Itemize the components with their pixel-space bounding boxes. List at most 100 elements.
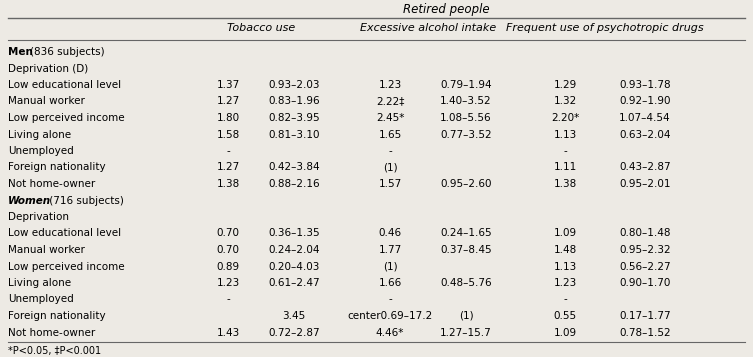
Text: 1.27: 1.27 [216,96,239,106]
Text: 1.29: 1.29 [553,80,577,90]
Text: 1.27: 1.27 [216,162,239,172]
Text: (1): (1) [459,311,474,321]
Text: 0.72–2.87: 0.72–2.87 [268,327,320,337]
Text: Retired people: Retired people [403,4,489,16]
Text: 1.38: 1.38 [216,179,239,189]
Text: -: - [388,146,392,156]
Text: 0.42–3.84: 0.42–3.84 [268,162,320,172]
Text: 0.93–1.78: 0.93–1.78 [619,80,671,90]
Text: 0.56–2.27: 0.56–2.27 [619,261,671,272]
Text: Low educational level: Low educational level [8,80,121,90]
Text: 0.43–2.87: 0.43–2.87 [619,162,671,172]
Text: 1.23: 1.23 [553,278,577,288]
Text: 0.63–2.04: 0.63–2.04 [619,130,671,140]
Text: Deprivation: Deprivation [8,212,69,222]
Text: 1.38: 1.38 [553,179,577,189]
Text: 1.80: 1.80 [216,113,239,123]
Text: *P<0.05, ‡P<0.001: *P<0.05, ‡P<0.001 [8,346,101,356]
Text: 2.22‡: 2.22‡ [376,96,404,106]
Text: 1.09: 1.09 [553,327,577,337]
Text: 1.65: 1.65 [378,130,401,140]
Text: 2.45*: 2.45* [376,113,404,123]
Text: 1.23: 1.23 [378,80,401,90]
Text: Living alone: Living alone [8,278,71,288]
Text: 0.24–1.65: 0.24–1.65 [441,228,492,238]
Text: -: - [226,146,230,156]
Text: 0.48–5.76: 0.48–5.76 [441,278,492,288]
Text: 0.36–1.35: 0.36–1.35 [268,228,320,238]
Text: 0.83–1.96: 0.83–1.96 [268,96,320,106]
Text: (1): (1) [383,261,398,272]
Text: 0.61–2.47: 0.61–2.47 [268,278,320,288]
Text: Deprivation (D): Deprivation (D) [8,64,88,74]
Text: Men: Men [8,47,36,57]
Text: 1.13: 1.13 [553,261,577,272]
Text: 0.55: 0.55 [553,311,577,321]
Text: 0.37–8.45: 0.37–8.45 [441,245,492,255]
Text: 3.45: 3.45 [282,311,306,321]
Text: Women: Women [8,196,51,206]
Text: 0.90–1.70: 0.90–1.70 [619,278,671,288]
Text: Foreign nationality: Foreign nationality [8,162,105,172]
Text: (836 subjects): (836 subjects) [30,47,105,57]
Text: -: - [563,295,567,305]
Text: 0.77–3.52: 0.77–3.52 [441,130,492,140]
Text: 1.37: 1.37 [216,80,239,90]
Text: 1.77: 1.77 [378,245,401,255]
Text: 1.57: 1.57 [378,179,401,189]
Text: Manual worker: Manual worker [8,96,85,106]
Text: Not home-owner: Not home-owner [8,179,95,189]
Text: Manual worker: Manual worker [8,245,85,255]
Text: 1.40–3.52: 1.40–3.52 [441,96,492,106]
Text: -: - [388,295,392,305]
Text: 0.81–3.10: 0.81–3.10 [268,130,320,140]
Text: 1.09: 1.09 [553,228,577,238]
Text: 1.11: 1.11 [553,162,577,172]
Text: 0.88–2.16: 0.88–2.16 [268,179,320,189]
Text: (716 subjects): (716 subjects) [46,196,124,206]
Text: 0.20–4.03: 0.20–4.03 [268,261,320,272]
Text: 0.17–1.77: 0.17–1.77 [619,311,671,321]
Text: 0.92–1.90: 0.92–1.90 [619,96,671,106]
Text: 1.32: 1.32 [553,96,577,106]
Text: -: - [226,295,230,305]
Text: Frequent use of psychotropic drugs: Frequent use of psychotropic drugs [506,23,704,33]
Text: 0.46: 0.46 [379,228,401,238]
Text: 0.95–2.01: 0.95–2.01 [619,179,671,189]
Text: 1.58: 1.58 [216,130,239,140]
Text: 0.80–1.48: 0.80–1.48 [619,228,671,238]
Text: Unemployed: Unemployed [8,146,74,156]
Text: Unemployed: Unemployed [8,295,74,305]
Text: 1.48: 1.48 [553,245,577,255]
Text: 0.93–2.03: 0.93–2.03 [268,80,320,90]
Text: (1): (1) [383,162,398,172]
Text: 1.13: 1.13 [553,130,577,140]
Text: Tobacco use: Tobacco use [227,23,295,33]
Text: 1.08–5.56: 1.08–5.56 [441,113,492,123]
Text: 0.70: 0.70 [217,228,239,238]
Text: 1.07–4.54: 1.07–4.54 [619,113,671,123]
Text: 0.78–1.52: 0.78–1.52 [619,327,671,337]
Text: 1.43: 1.43 [216,327,239,337]
Text: 1.27–15.7: 1.27–15.7 [440,327,492,337]
Text: 0.24–2.04: 0.24–2.04 [268,245,320,255]
Text: 0.82–3.95: 0.82–3.95 [268,113,320,123]
Text: 1.66: 1.66 [378,278,401,288]
Text: Foreign nationality: Foreign nationality [8,311,105,321]
Text: 0.70: 0.70 [217,245,239,255]
Text: Living alone: Living alone [8,130,71,140]
Text: 0.95–2.60: 0.95–2.60 [441,179,492,189]
Text: Excessive alcohol intake: Excessive alcohol intake [360,23,496,33]
Text: Low perceived income: Low perceived income [8,113,125,123]
Text: -: - [563,146,567,156]
Text: 0.89: 0.89 [216,261,239,272]
Text: 2.20*: 2.20* [551,113,579,123]
Text: Low educational level: Low educational level [8,228,121,238]
Text: Not home-owner: Not home-owner [8,327,95,337]
Text: center0.69–17.2: center0.69–17.2 [347,311,433,321]
Text: 1.23: 1.23 [216,278,239,288]
Text: 0.95–2.32: 0.95–2.32 [619,245,671,255]
Text: Low perceived income: Low perceived income [8,261,125,272]
Text: 0.79–1.94: 0.79–1.94 [441,80,492,90]
Text: 4.46*: 4.46* [376,327,404,337]
